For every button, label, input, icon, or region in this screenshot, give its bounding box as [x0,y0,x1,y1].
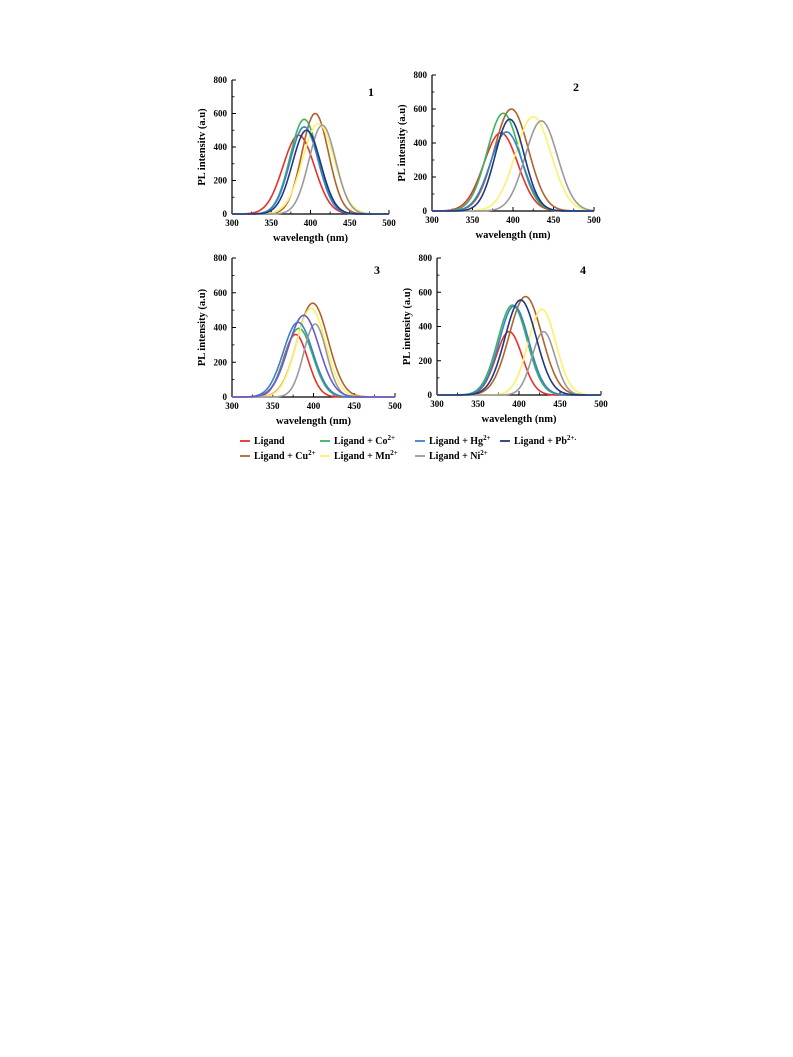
legend-label: Ligand [254,436,285,447]
y-tick-label: 800 [419,253,433,263]
panel-number: 1 [368,85,374,99]
x-tick-label: 350 [471,399,485,409]
y-tick-label: 400 [414,138,428,148]
y-axis-label: PL intensity (a.u) [402,287,413,365]
legend-item: Ligand + Hg2+ [415,434,491,447]
y-tick-label: 0 [423,206,428,216]
x-tick-label: 300 [225,218,239,228]
y-tick-label: 200 [414,172,428,182]
x-tick-label: 300 [425,215,439,225]
chart-panel-2: 0 200 400 600 800 300 350 400 450 500 wavelength (… [397,70,601,241]
chart-panel-3: 0 200 400 600 800 300 350 400 450 500 wavelength (… [197,253,402,427]
y-axis-label: PL intensity (a.u) [397,104,408,182]
legend-label: Ligand + Pb2+. [514,434,576,447]
legend-item: Ligand + Co2+ [320,434,395,447]
series-line-ligand-hg2- [232,126,389,215]
y-tick-label: 200 [419,356,433,366]
x-tick-label: 300 [225,401,239,411]
y-tick-label: 600 [214,288,228,298]
series-line-ligand-pb2- [232,314,395,398]
series-line-ligand [232,333,395,398]
series-line-ligand-pb2- [432,118,594,212]
x-tick-label: 500 [382,218,396,228]
y-tick-label: 800 [414,70,428,80]
series-line-ligand-ni2- [432,120,595,212]
y-tick-label: 600 [414,104,428,114]
panel-number: 3 [374,263,380,277]
x-axis-label: wavelength (nm) [476,230,551,241]
y-tick-label: 0 [223,209,228,219]
y-axis-label: PL intensity (a.u) [197,288,208,366]
panel-number: 4 [580,263,586,277]
x-tick-label: 450 [553,399,567,409]
series-line-ligand-pb2- [232,129,389,215]
y-tick-label: 600 [419,287,433,297]
x-tick-label: 500 [587,215,601,225]
chart-panel-4: 0 200 400 600 800 300 350 400 450 500 wavelength (… [402,253,608,425]
legend-label: Ligand + Hg2+ [429,434,491,447]
x-axis-label: wavelength (nm) [482,414,557,425]
x-tick-label: 350 [466,215,480,225]
legend-label: Ligand + Mn2+ [334,449,398,462]
legend-item: Ligand + Mn2+ [320,449,398,462]
legend: Ligand Ligand + Co2+ Ligand + Hg2+ Ligand +… [240,434,576,462]
y-tick-label: 0 [223,392,228,402]
series-line-ligand-pb2- [437,299,601,396]
x-tick-label: 300 [430,399,444,409]
series-line-ligand-ni2- [232,124,389,215]
series-line-ligand-ni2- [437,330,601,396]
series-line-ligand [232,134,389,215]
x-tick-label: 400 [304,218,318,228]
y-axis-label: PL intensitv (a.u) [197,108,208,186]
legend-item: Ligand + Pb2+. [500,434,576,447]
y-tick-label: 0 [428,390,433,400]
x-tick-label: 450 [343,218,357,228]
legend-item: Ligand + Cu2+ [240,449,316,462]
panel-number: 2 [573,80,579,94]
legend-label: Ligand + Cu2+ [254,449,316,462]
x-tick-label: 400 [307,401,321,411]
y-tick-label: 400 [214,323,228,333]
series-line-ligand [437,330,601,396]
x-axis-label: wavelength (nm) [273,233,348,244]
y-tick-label: 200 [214,357,228,367]
y-tick-label: 600 [214,109,228,119]
y-tick-label: 800 [214,253,228,263]
x-tick-label: 450 [547,215,561,225]
x-tick-label: 400 [506,215,520,225]
series-line-ligand-cu2- [232,302,395,398]
chart-panel-1: 0 200 400 600 800 300 350 400 450 500 wavelength (… [197,75,396,244]
legend-item: Ligand + Ni2+ [415,449,488,462]
series-line-ligand-co2- [437,304,601,396]
y-tick-label: 400 [419,322,433,332]
x-axis-label: wavelength (nm) [276,416,351,427]
y-tick-label: 800 [214,75,228,85]
y-tick-label: 200 [214,176,228,186]
series-line-ligand-co2- [232,327,395,398]
x-tick-label: 350 [265,218,279,228]
legend-item: Ligand [240,436,285,447]
series-line-ligand-ni2- [232,323,395,398]
legend-label: Ligand + Co2+ [334,434,395,447]
series-line-ligand-hg2- [437,305,601,396]
x-tick-label: 350 [266,401,280,411]
x-tick-label: 450 [348,401,362,411]
x-tick-label: 500 [594,399,608,409]
series-line-ligand-mn2- [437,308,601,396]
legend-label: Ligand + Ni2+ [429,449,488,462]
x-tick-label: 500 [388,401,402,411]
y-tick-label: 400 [214,142,228,152]
x-tick-label: 400 [512,399,526,409]
